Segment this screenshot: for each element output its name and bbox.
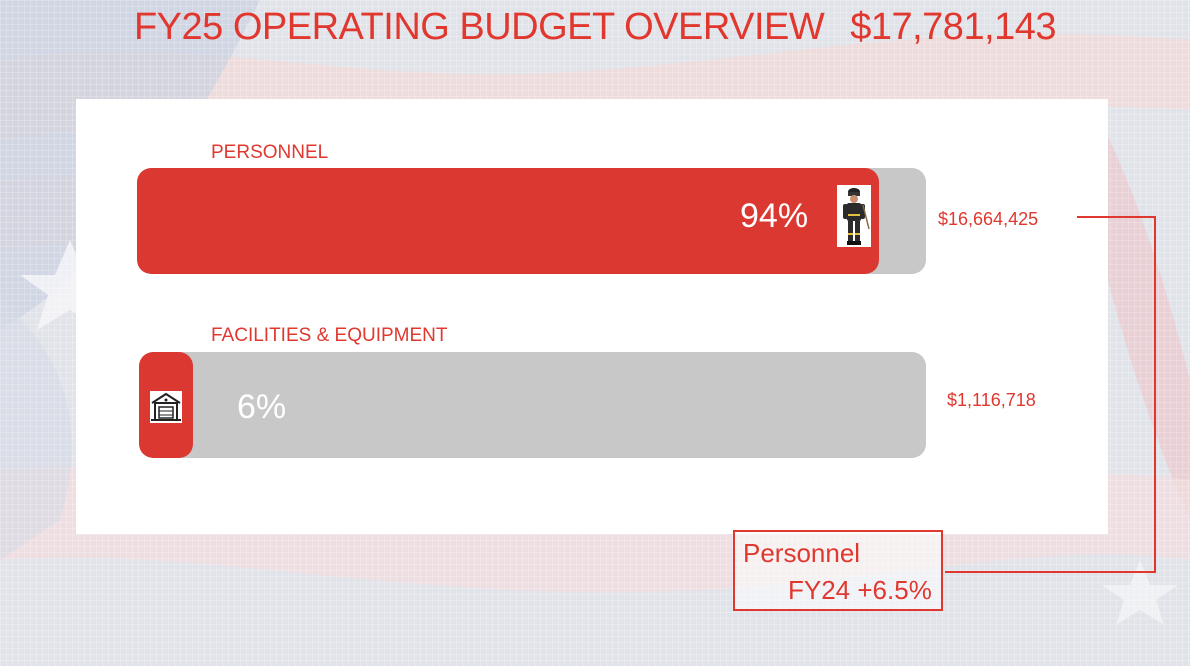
bar-track-personnel <box>137 168 926 274</box>
page-title: FY25 OPERATING BUDGET OVERVIEW $17,781,14… <box>0 6 1190 49</box>
percent-label-personnel: 94% <box>740 197 809 235</box>
amount-label-personnel: $16,664,425 <box>938 209 1039 229</box>
callout-box: Personnel FY24 +6.5% <box>733 530 943 611</box>
percent-label-facilities: 6% <box>237 388 287 426</box>
bar-personnel <box>137 168 879 274</box>
callout-change: FY24 +6.5% <box>788 575 932 605</box>
category-label-personnel: PERSONNEL <box>211 142 329 163</box>
title-text: FY25 OPERATING BUDGET OVERVIEW <box>133 6 825 48</box>
amount-label-facilities: $1,116,718 <box>947 390 1036 410</box>
category-label-facilities: FACILITIES & EQUIPMENT <box>211 325 448 346</box>
firefighter-icon <box>837 185 871 247</box>
fire-station-icon <box>150 391 182 423</box>
chart-panel <box>76 99 1108 534</box>
bar-track-facilities <box>139 352 926 458</box>
total-budget: $17,781,143 <box>850 6 1057 48</box>
callout-title: Personnel <box>743 538 861 568</box>
